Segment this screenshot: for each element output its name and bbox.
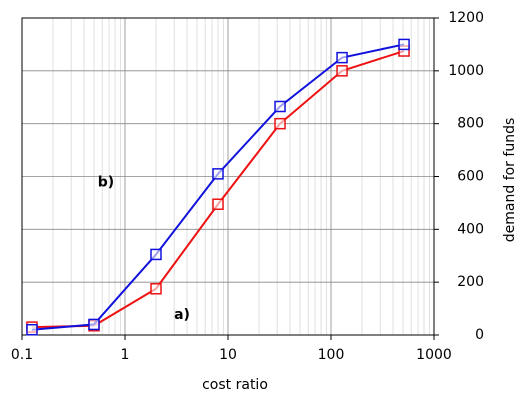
marker — [150, 248, 162, 261]
marker — [212, 168, 224, 180]
marker — [274, 117, 286, 130]
series-annotation: b) — [98, 174, 114, 190]
plot-frame — [21, 17, 435, 336]
y-tick-label: 1200 — [448, 10, 484, 26]
series-annotation: a) — [174, 307, 190, 323]
y-tick-label: 800 — [457, 116, 484, 132]
marker — [336, 51, 348, 64]
y-tick-label: 600 — [457, 169, 484, 185]
x-tick-label: 1000 — [416, 347, 452, 363]
marker — [336, 65, 348, 77]
x-tick-label: 1 — [121, 347, 130, 363]
y-tick-label: 200 — [457, 274, 484, 290]
marker — [88, 318, 100, 331]
marker — [212, 198, 224, 210]
marker — [26, 323, 38, 336]
x-tick-label: 100 — [318, 347, 345, 363]
marker — [150, 283, 162, 295]
y-tick-label: 0 — [475, 327, 484, 343]
marker — [398, 38, 410, 51]
y-tick-label: 400 — [457, 221, 484, 237]
x-axis-label: cost ratio — [202, 377, 268, 393]
marker — [274, 100, 286, 113]
y-axis-label: demand for funds — [502, 118, 518, 242]
x-tick-label: 10 — [219, 347, 237, 363]
x-tick-label: 0.1 — [11, 347, 33, 363]
y-tick-label: 1000 — [448, 63, 484, 79]
